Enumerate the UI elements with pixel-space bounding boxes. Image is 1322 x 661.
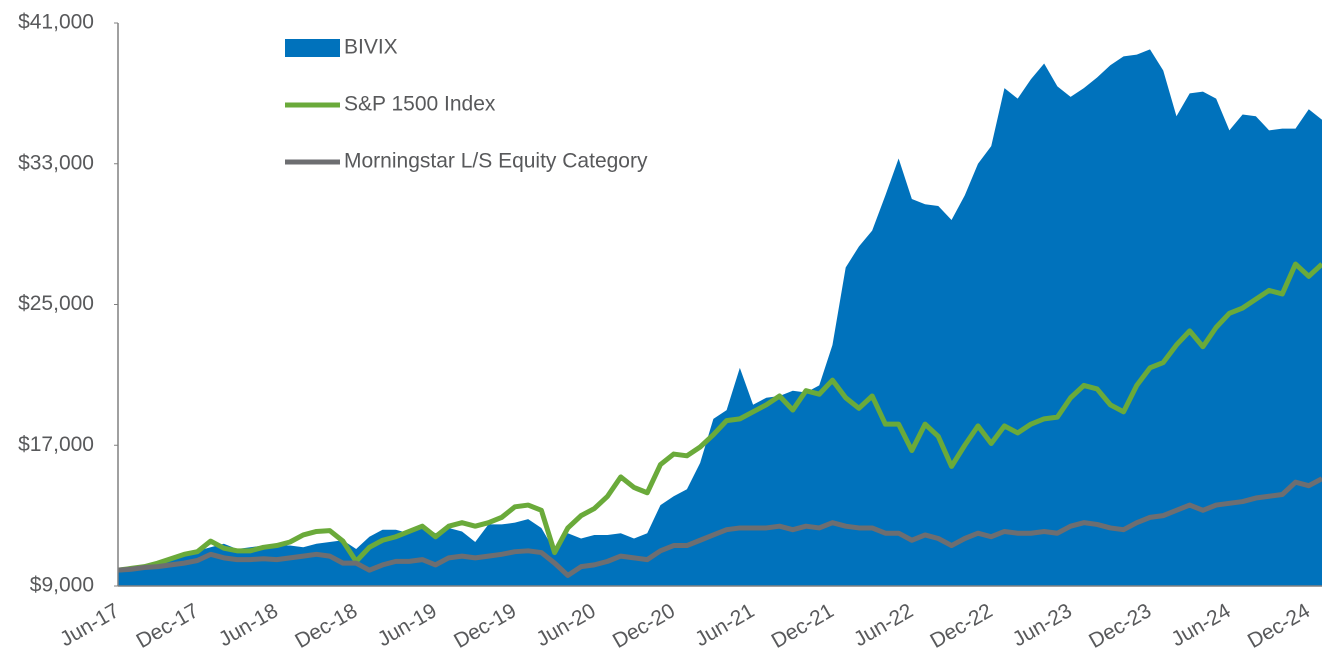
- legend-swatch: [285, 39, 340, 57]
- legend-label: S&P 1500 Index: [344, 93, 496, 116]
- x-tick-label: Dec-23: [1085, 599, 1155, 653]
- x-tick-label: Jun-24: [1168, 599, 1235, 651]
- x-tick-label: Jun-18: [215, 599, 282, 651]
- x-tick-label: Dec-20: [609, 599, 679, 653]
- x-tick-label: Dec-19: [450, 599, 520, 653]
- x-tick-label: Jun-23: [1009, 599, 1076, 651]
- y-tick-label: $25,000: [18, 292, 94, 315]
- line: [117, 476, 1322, 578]
- legend-label: BIVIX: [344, 36, 398, 59]
- line: [117, 261, 1322, 573]
- area: [118, 49, 1322, 586]
- y-tick-label: $41,000: [18, 11, 94, 34]
- x-tick-label: Dec-24: [1244, 599, 1314, 653]
- y-tick-label: $17,000: [18, 433, 94, 456]
- y-tick-label: $33,000: [18, 151, 94, 174]
- x-tick-label: Dec-18: [291, 599, 361, 653]
- x-tick-label: Dec-17: [133, 599, 203, 653]
- legend-label: Morningstar L/S Equity Category: [344, 150, 648, 173]
- y-tick-label: $9,000: [30, 574, 94, 597]
- x-tick-label: Dec-21: [768, 599, 838, 653]
- x-tick-label: Dec-22: [926, 599, 996, 653]
- x-tick-label: Jun-21: [691, 599, 758, 651]
- x-tick-label: Jun-17: [56, 599, 123, 651]
- x-tick-label: Jun-19: [374, 599, 441, 651]
- x-tick-label: Jun-22: [850, 599, 917, 651]
- x-tick-label: Jun-20: [532, 599, 599, 651]
